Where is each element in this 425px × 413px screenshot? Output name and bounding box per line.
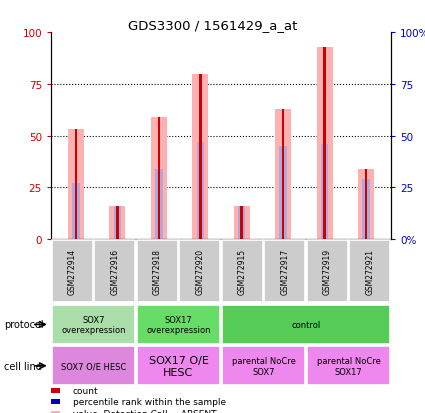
Bar (238, 206, 246, 240)
Text: SOX17
overexpression: SOX17 overexpression (146, 315, 211, 334)
Text: GSM272919: GSM272919 (323, 249, 332, 294)
Text: parental NoCre
SOX17: parental NoCre SOX17 (317, 356, 380, 375)
Bar (113, 206, 121, 240)
Text: GSM272915: GSM272915 (238, 249, 247, 294)
Bar (52, 305, 135, 344)
Bar (280, 147, 287, 240)
Bar (307, 241, 348, 302)
Bar (317, 47, 332, 240)
Text: GSM272920: GSM272920 (195, 249, 204, 294)
Text: percentile rank within the sample: percentile rank within the sample (73, 397, 226, 406)
Bar (110, 206, 125, 240)
Bar (75, 130, 77, 240)
Bar (52, 347, 135, 385)
Text: SOX17 O/E
HESC: SOX17 O/E HESC (149, 355, 208, 377)
Bar (234, 206, 249, 240)
Bar (52, 241, 93, 302)
Bar (323, 47, 326, 240)
Bar (365, 169, 367, 240)
Bar (137, 241, 178, 302)
Bar (282, 109, 284, 240)
Text: GSM272914: GSM272914 (68, 249, 77, 294)
Bar (222, 305, 390, 344)
Bar (94, 241, 135, 302)
Bar (199, 74, 201, 240)
Bar (275, 109, 291, 240)
Text: SOX7 O/E HESC: SOX7 O/E HESC (61, 361, 126, 370)
Text: control: control (292, 320, 320, 329)
Text: parental NoCre
SOX7: parental NoCre SOX7 (232, 356, 295, 375)
Bar (72, 184, 79, 240)
Bar (358, 169, 374, 240)
Bar (222, 241, 263, 302)
Bar (155, 169, 162, 240)
Bar (363, 180, 370, 240)
Bar (193, 74, 208, 240)
Text: protocol: protocol (4, 320, 44, 330)
Text: GSM272921: GSM272921 (365, 249, 374, 294)
Text: GDS3300 / 1561429_a_at: GDS3300 / 1561429_a_at (128, 19, 297, 31)
Text: GSM272917: GSM272917 (280, 249, 289, 294)
Bar (179, 241, 220, 302)
Bar (196, 142, 204, 240)
Text: value, Detection Call = ABSENT: value, Detection Call = ABSENT (73, 409, 216, 413)
Text: cell line: cell line (4, 361, 42, 371)
Bar (151, 118, 167, 240)
Bar (68, 130, 84, 240)
Bar (222, 347, 305, 385)
Bar (158, 118, 160, 240)
Bar (137, 347, 220, 385)
Bar (307, 347, 390, 385)
Text: GSM272916: GSM272916 (110, 249, 119, 294)
Bar (349, 241, 390, 302)
Text: SOX7
overexpression: SOX7 overexpression (61, 315, 126, 334)
Bar (137, 305, 220, 344)
Text: GSM272918: GSM272918 (153, 249, 162, 294)
Bar (321, 145, 329, 240)
Bar (116, 206, 119, 240)
Bar (241, 206, 243, 240)
Bar (264, 241, 305, 302)
Text: count: count (73, 386, 99, 395)
